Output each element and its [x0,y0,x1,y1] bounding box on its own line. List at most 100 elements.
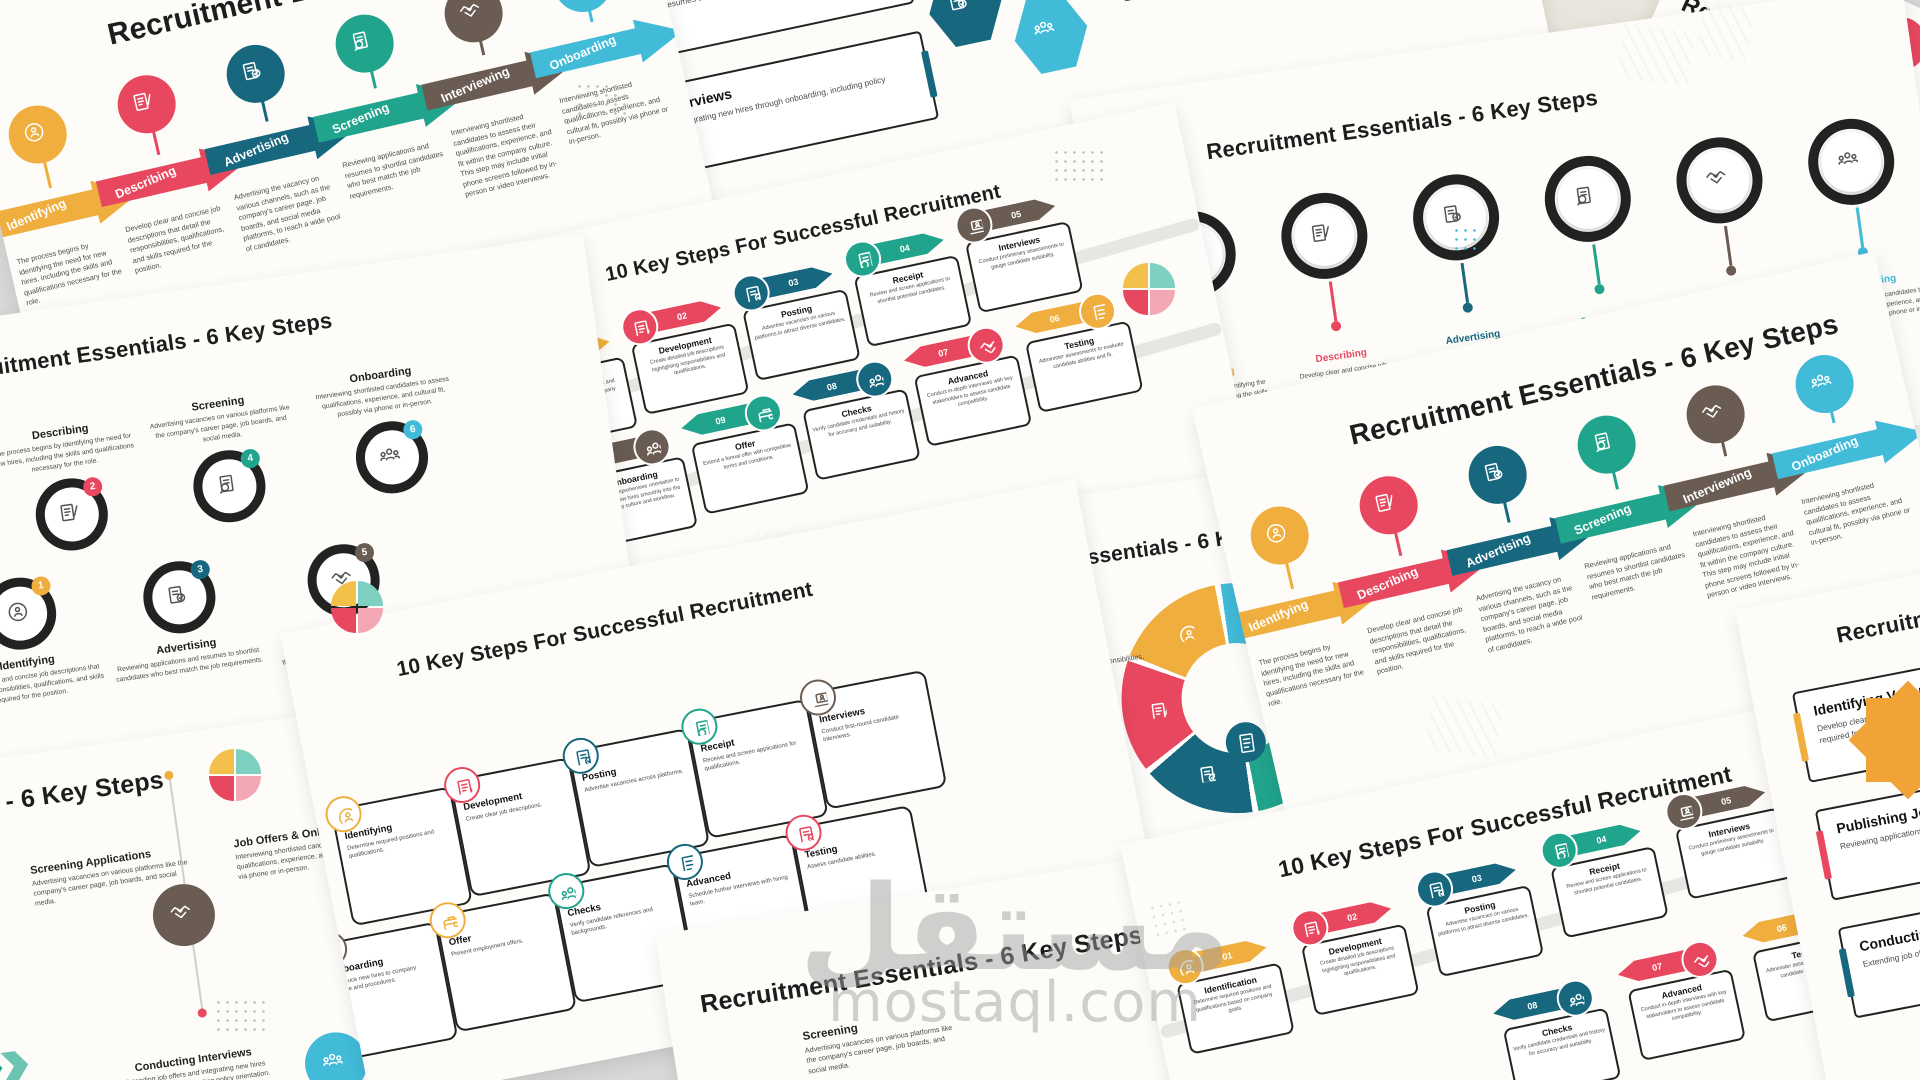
bracket [1792,712,1810,762]
diagonal-lines-decoration [1696,0,1754,62]
arrow-label: Screening [1572,501,1634,538]
handshake-icon [979,339,997,356]
step-number: 02 [675,309,688,322]
pinwheel-decoration [208,748,262,802]
bracket [1838,948,1855,998]
stem-line [587,8,594,23]
step-number: 03 [787,276,800,288]
stem-line [1328,281,1338,322]
people-icon [867,372,885,389]
step-number: 01 [1221,949,1234,962]
ring [1395,156,1517,279]
laptop-icon [812,691,828,707]
step-card: Advanced Conduct in-depth interviews with… [1627,968,1747,1062]
stem-line [1723,225,1733,266]
step-number: 3 [189,558,211,581]
ten-step-07: 07 Advanced Conduct in-depth interviews w… [1614,937,1747,1062]
people-icon [1030,12,1073,55]
doccheck-icon [1429,881,1445,900]
slide-title: Recruitment Essentials - 6 Key Steps [698,920,1145,1019]
ten-step-03: 03 Posting Advertise vacancies on various… [1412,854,1545,978]
step-desc: Reviewing applications and resumes to sh… [1583,541,1686,602]
slide-title: Recruitment Essentials - 6 Key Steps [0,307,334,388]
step-number: 04 [1595,833,1608,846]
docmag-icon [217,474,234,494]
handshake-icon [1705,170,1727,185]
people-icon [378,446,401,461]
diagonal-lines-decoration [1424,695,1504,759]
box-interviews: Interviews Conduct first-round candidate… [796,669,948,810]
step-number: 1 [30,575,52,597]
stem-line [1592,244,1601,285]
docpen-icon [60,502,80,522]
step-desc: Interviewing shortlisted candidates to a… [1800,480,1911,548]
arrow-label: Identifying [1246,597,1311,635]
box-offer: Offer Present employment offers. [426,892,578,1033]
doccheck-icon [944,0,987,28]
step-desc: Develop clear and concise job descriptio… [1366,604,1467,677]
step-onboarding: Onboarding Interviewing shortlisted cand… [305,359,471,503]
ring [1790,101,1912,223]
timeline-dot [197,1007,208,1019]
dot-grid-decoration [1452,226,1482,252]
arrow-label: Interviewing [1680,465,1754,507]
doccheck-icon [1484,462,1504,482]
stem-line [1284,561,1295,590]
step-screening: Screening Advertising vacancies on vario… [802,1008,957,1077]
step-number: 06 [1048,312,1061,325]
stem-dot [1330,320,1342,332]
numbered-circle: 6 [351,416,433,498]
laptop-icon [1677,804,1694,822]
ring [1527,138,1649,260]
arrow-label: Identifying [4,196,69,234]
legend-conducting-interviews: Conducting Interviews Extending job offe… [113,1043,276,1080]
arrow-label: Describing [1355,564,1421,603]
numbered-circle: 2 [31,473,113,555]
step-icon-circle [220,39,291,109]
docmag-icon [1593,432,1611,453]
bracket [1815,830,1832,880]
ring [1658,119,1781,242]
step-identifying: 1 Identifying Develop clear and concise … [0,568,107,712]
docmag-icon [1575,186,1592,206]
step-number: 6 [402,418,424,440]
step-number: 08 [825,380,838,393]
step-number: 03 [1470,872,1483,885]
docmag-icon [351,31,369,52]
stem-line [478,39,486,56]
step-advertising: 3 Advertising Reviewing applications and… [100,551,265,685]
stem-line [1460,262,1470,303]
doc-icon [1093,303,1108,322]
dot-grid-decoration [1147,897,1189,942]
numbered-circle: 1 [0,572,61,655]
step-desc: Reviewing applications and resumes to sh… [341,140,444,201]
stem-line [42,160,53,189]
step-describing: Describing The process begins by identif… [0,416,151,560]
step-card: Offer Extend a formal offer with competit… [690,422,810,515]
doccheck-icon [168,585,186,604]
step-icon-circle [1353,470,1424,541]
arrow-label: Screening [330,100,392,137]
arrow-label: Onboarding [1789,433,1861,475]
people-icon [321,1052,344,1067]
step-number: 06 [1775,921,1788,934]
timeline-dot [163,770,174,781]
step-number: 4 [239,447,261,469]
step-icon-circle [1571,409,1642,480]
ten-step-02: 02 Development Create detailed job descri… [617,291,750,416]
docmag-icon [693,719,710,737]
dot-grid-decoration [712,512,764,550]
docpen-icon [133,91,154,112]
ring [1263,175,1386,297]
step-icon-circle [329,8,400,79]
arrow-label: Advertising [221,129,291,170]
stem-line [1829,409,1836,424]
ten-step-02: 02 Development Create detailed job descri… [1287,892,1420,1017]
dot-grid-decoration [1052,148,1104,186]
stem-line [151,130,161,156]
stem-dot [1593,283,1606,295]
arrow-shape: Onboarding [528,9,688,87]
stem-line [369,69,377,89]
numbered-circle: 4 [188,445,271,527]
